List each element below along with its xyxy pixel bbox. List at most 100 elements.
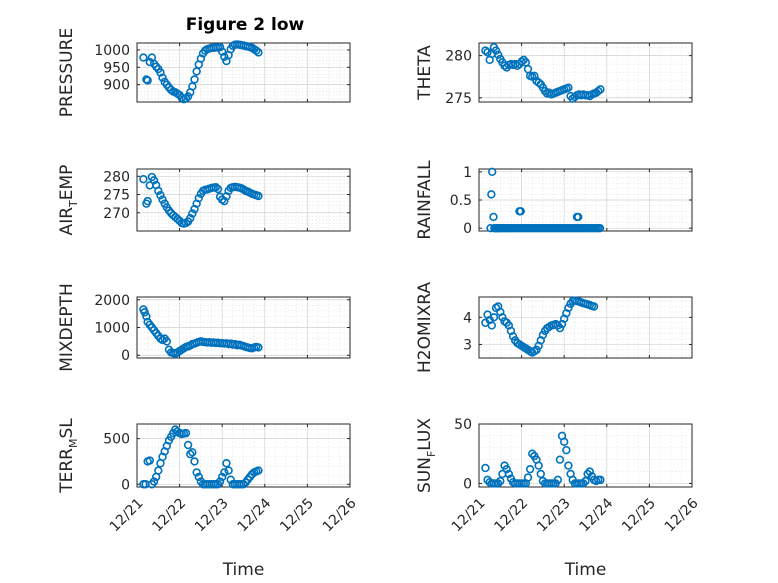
data-point [140, 308, 149, 317]
data-point [516, 207, 525, 216]
x-tick-label: 12/21 [107, 495, 147, 535]
data-point [534, 78, 543, 87]
x-tick-label: 12/26 [662, 495, 702, 535]
axes-box [478, 296, 693, 359]
data-point [536, 469, 545, 479]
data-point [190, 457, 199, 466]
data-point [186, 449, 195, 459]
data-point [254, 466, 263, 475]
data-point [523, 473, 533, 482]
data-point [252, 46, 261, 55]
data-point [562, 445, 571, 455]
y-tick-label: 270 [103, 206, 130, 222]
y-tick-label: 3 [463, 337, 472, 353]
subplot-theta: 275 280 THETA [415, 42, 693, 107]
data-point [218, 472, 227, 482]
data-point [596, 85, 605, 94]
data-point [254, 343, 263, 352]
data-point [564, 303, 573, 313]
data-point [224, 466, 233, 475]
y-tick-label: 2000 [94, 293, 130, 309]
data-point [489, 212, 498, 222]
data-point [188, 209, 197, 218]
data-point [583, 469, 592, 479]
x-tick-label: 12/25 [277, 495, 317, 535]
subplot-air_temp: 270 275 280 AIRTEMP [57, 165, 351, 235]
subplot-sun_flux: 0 50 12/21 12/22 12/23 12/24 12/25 12/26 Time SUN… [415, 417, 702, 580]
data-point [564, 83, 573, 92]
y-tick-label: 500 [103, 432, 130, 448]
data-point [523, 64, 533, 74]
data-point [143, 196, 152, 206]
data-point [596, 475, 605, 485]
y-tick-label: 1000 [94, 321, 130, 337]
data-point [143, 76, 152, 85]
data-point [553, 475, 563, 485]
data-point [532, 345, 541, 355]
data-point [496, 476, 505, 486]
y-axis-label: THETA [415, 45, 435, 101]
data-point [215, 477, 225, 486]
subplot-terr_msl: 0 500 12/21 12/22 12/23 12/24 12/25 12/26 Time TE… [57, 418, 360, 580]
y-tick-label: 1000 [94, 43, 130, 59]
data-point [183, 92, 193, 101]
data-point [528, 449, 537, 458]
data-point [534, 461, 543, 470]
data-point [154, 186, 163, 196]
data-point [194, 193, 203, 203]
x-tick-label: 12/22 [491, 495, 531, 535]
data-point [555, 323, 565, 333]
data-point [156, 191, 165, 200]
data-point [181, 94, 191, 103]
data-point [513, 61, 522, 70]
data-point [481, 463, 490, 473]
data-point [574, 212, 583, 222]
data-point [489, 313, 499, 322]
data-point [226, 475, 235, 484]
x-tick-label: 12/23 [192, 495, 232, 535]
figure-title: Figure 2 low [186, 15, 305, 35]
y-axis-label: SUNFLUX [415, 418, 438, 493]
y-tick-label: 0 [121, 477, 130, 493]
data-point [194, 472, 203, 482]
data-point [517, 57, 526, 66]
data-point [481, 46, 490, 55]
y-axis-label: MIXDEPTH [57, 283, 77, 372]
subplot-rainfall: 0 0.5 1 RAINFALL [415, 160, 693, 240]
y-tick-label: 280 [103, 169, 130, 185]
data-point [589, 302, 599, 311]
data-point [154, 466, 163, 475]
data-point [142, 312, 151, 321]
data-point [211, 183, 221, 192]
y-axis-label: RAINFALL [415, 160, 435, 240]
y-tick-label: 900 [103, 78, 130, 94]
data-point [493, 479, 503, 488]
data-point [483, 48, 492, 57]
y-tick-label: 0 [121, 348, 130, 364]
data-point [487, 190, 496, 199]
data-point [188, 448, 197, 457]
data-point [215, 42, 225, 52]
data-point [192, 67, 201, 76]
y-axis-label: TERRMSL [57, 418, 80, 494]
data-point [254, 48, 263, 57]
data-point [504, 469, 514, 479]
data-point [493, 50, 503, 59]
data-point [491, 46, 501, 55]
x-tick-label: 12/25 [619, 495, 659, 535]
x-tick-label: 12/24 [577, 495, 617, 535]
data-point [220, 52, 229, 62]
data-point [162, 337, 172, 346]
data-point [145, 456, 154, 465]
data-point [530, 71, 539, 81]
y-tick-label: 50 [454, 417, 472, 433]
data-point [538, 330, 548, 340]
data-point [192, 468, 201, 477]
y-tick-label: 0 [463, 476, 472, 492]
x-tick-label: 12/26 [320, 495, 360, 535]
subplot-mixdepth: 0 1000 2000 MIXDEPTH [57, 283, 351, 372]
x-axis-label: Time [564, 560, 607, 580]
data-point [564, 461, 573, 470]
